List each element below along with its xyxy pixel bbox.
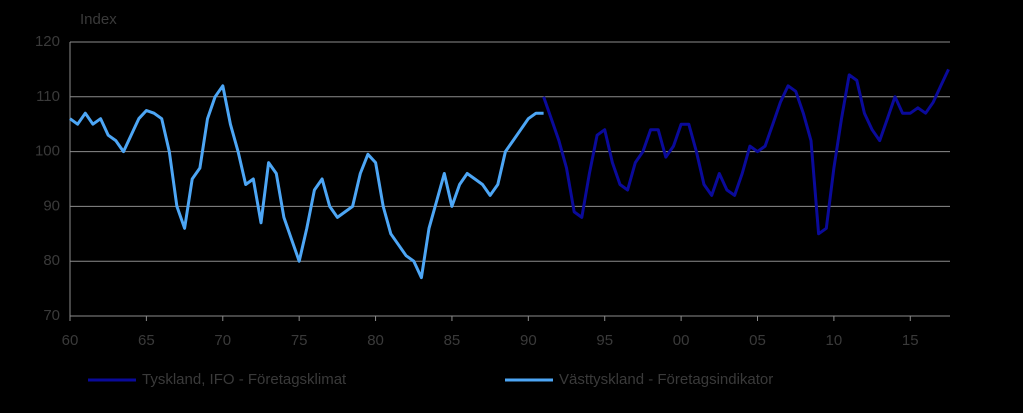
line-series [69,84,544,280]
y-tick-label: 70 [43,307,60,324]
x-tick-label: 00 [673,332,690,349]
x-tick-label: 65 [138,332,155,349]
x-tick-label: 90 [520,332,537,349]
line-series [542,68,950,236]
x-tick-label: 05 [749,332,766,349]
legend-label: Västtyskland - Företagsindikator [559,371,773,388]
x-tick-label: 80 [367,332,384,349]
y-tick-label: 80 [43,252,60,269]
x-tick-label: 75 [291,332,308,349]
x-tick-label: 95 [596,332,613,349]
x-tick-label: 85 [444,332,461,349]
x-tick-label: 60 [62,332,79,349]
y-axis-label: Index [80,11,117,28]
y-tick-label: 110 [36,88,60,105]
x-tick-label: 10 [826,332,843,349]
y-tick-label: 120 [35,33,60,50]
x-tick-label: 70 [214,332,231,349]
y-tick-label: 90 [43,197,60,214]
y-tick-label: 100 [35,143,60,160]
legend-label: Tyskland, IFO - Företagsklimat [142,371,347,388]
x-tick-label: 15 [902,332,919,349]
